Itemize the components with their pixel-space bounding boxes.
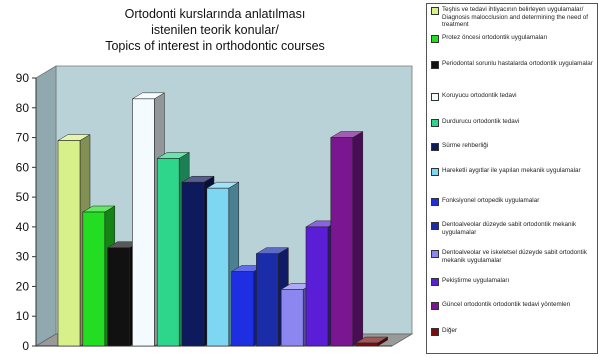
- y-tick-label: 0: [22, 339, 29, 353]
- legend-swatch: [431, 7, 439, 15]
- legend-swatch: [431, 168, 439, 176]
- legend-swatch: [431, 35, 439, 43]
- y-tick-label: 50: [16, 190, 30, 204]
- legend-label: Pekiştirme uygulamaları: [442, 277, 598, 285]
- y-tick-label: 30: [16, 250, 30, 264]
- y-tick-label: 90: [16, 71, 30, 85]
- y-tick-label: 70: [16, 131, 30, 145]
- legend-swatch: [431, 250, 439, 258]
- y-tick-label: 80: [16, 101, 30, 115]
- legend-label: Sürme rehberliği: [442, 142, 598, 150]
- legend-swatch: [431, 143, 439, 151]
- legend-label: Diğer: [442, 327, 598, 335]
- legend-label: Dentoalveolar düzeyde sabit ortodontik m…: [442, 221, 598, 236]
- legend-swatch: [431, 328, 439, 336]
- legend-label: Teşhis ve tedavi ihtiyacının belirleyen …: [442, 6, 598, 29]
- legend-label: Dentoalveolar ve iskeletsel düzeyde sabi…: [442, 249, 598, 264]
- y-tick-label: 40: [16, 220, 30, 234]
- legend-label: Koruyucu ortodontik tedavi: [442, 92, 598, 100]
- y-tick-label: 10: [16, 309, 30, 323]
- legend-label: Periodontal sorunlu hastalarda ortodonti…: [442, 60, 598, 68]
- legend-label: Fonksiyonel ortopedik uygulamalar: [442, 197, 598, 205]
- legend-swatch: [431, 93, 439, 101]
- legend-label: Hareketli aygıtlar ile yapılan mekanik u…: [442, 167, 598, 175]
- bar: [331, 132, 363, 346]
- chart-title-text: Ortodonti kurslarında anlatılması isteni…: [50, 6, 380, 54]
- legend-swatch: [431, 278, 439, 286]
- y-tick-label: 60: [16, 160, 30, 174]
- legend-swatch: [431, 222, 439, 230]
- legend-label: Güncel ortodontik ortodontik tedavi yönt…: [442, 301, 598, 309]
- legend-label: Durdurucu ortodontik tedavi: [442, 118, 598, 126]
- legend-swatch: [431, 61, 439, 69]
- legend-swatch: [431, 198, 439, 206]
- legend-swatch: [431, 302, 439, 310]
- legend: Teşhis ve tedavi ihtiyacının belirleyen …: [426, 3, 598, 354]
- y-tick-label: 20: [16, 279, 30, 293]
- side-wall: [36, 66, 56, 346]
- legend-label: Protez öncesi ortodontik uygulamaları: [442, 34, 598, 42]
- legend-swatch: [431, 119, 439, 127]
- chart-title: Ortodonti kurslarında anlatılması isteni…: [50, 6, 380, 54]
